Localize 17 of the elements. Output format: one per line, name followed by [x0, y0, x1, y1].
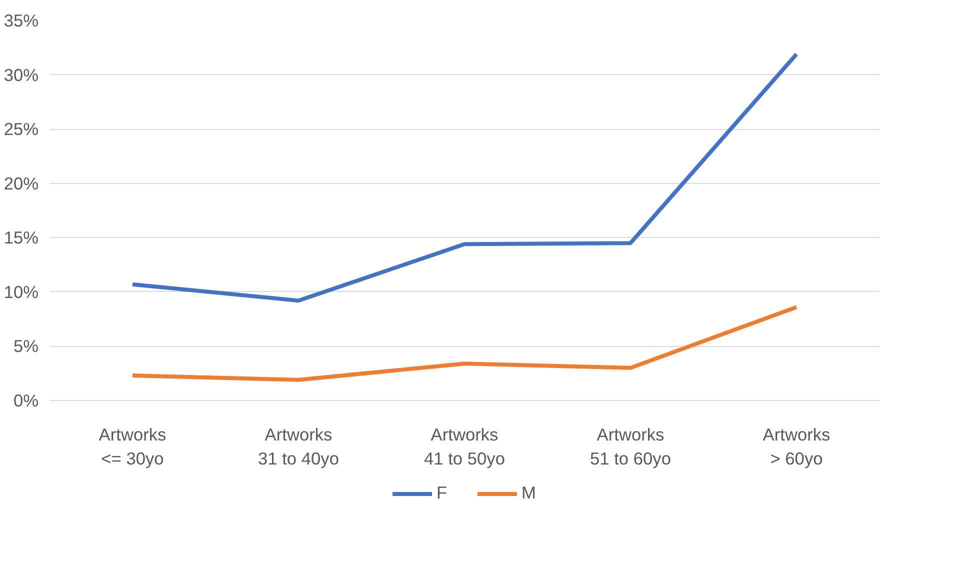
y-tick-label: 35%	[4, 10, 39, 30]
x-tick-label: Artworks > 60yo	[762, 424, 831, 468]
line-series	[130, 52, 798, 303]
y-tick-label: 10%	[4, 282, 39, 302]
y-tick-label: 5%	[13, 336, 38, 356]
line-series	[130, 305, 798, 382]
x-tick-label: Artworks 51 to 60yo	[590, 424, 671, 468]
y-tick-label: 15%	[4, 228, 39, 248]
x-tick-label: Artworks 41 to 50yo	[424, 424, 505, 468]
y-tick-label: 30%	[4, 64, 39, 85]
x-tick-label: Artworks <= 30yo	[98, 424, 167, 468]
y-tick-label: 20%	[4, 173, 39, 194]
y-tick-label: 25%	[4, 119, 39, 140]
y-tick-label: 0%	[13, 390, 38, 410]
legend-label: F	[436, 482, 448, 504]
x-tick-label: Artworks 31 to 40yo	[258, 424, 339, 468]
legend-label: M	[522, 482, 537, 504]
